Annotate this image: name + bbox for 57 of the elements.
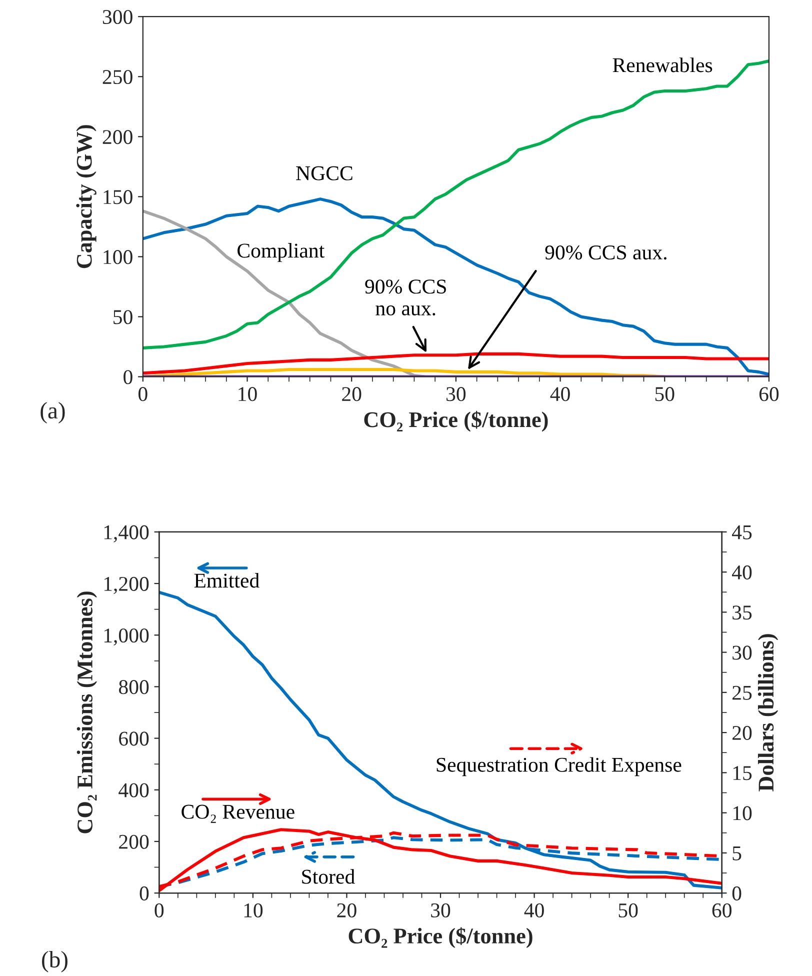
y2-axis-title: Dollars (billions) <box>758 634 778 792</box>
x-axis-title: CO₂ Price ($/tonne) <box>348 927 532 948</box>
y2-tick-label: 0 <box>732 886 742 900</box>
y-tick-label: 0 <box>124 370 132 384</box>
y-tick-label: 200 <box>119 834 149 849</box>
x-tick-label: 40 <box>524 903 544 918</box>
y-tick-label: 600 <box>119 732 149 746</box>
x-tick-label: 20 <box>342 387 362 402</box>
legend-label: Sequestration Credit Expense <box>436 757 682 776</box>
y-tick-label: 100 <box>104 250 132 264</box>
y2-tick-label: 10 <box>733 806 752 820</box>
x-tick-label: 10 <box>244 903 263 918</box>
y-axis-title: CO₂ Emissions (Mtonnes) <box>76 592 97 834</box>
y2-tick-label: 15 <box>733 766 752 780</box>
text: 90% CCS aux. <box>545 245 666 260</box>
y2-tick-label: 45 <box>732 525 752 540</box>
y-tick-label: 300 <box>102 10 132 24</box>
legend-label: Stored <box>302 869 355 884</box>
y-tick-label: 250 <box>102 70 132 84</box>
x-tick-label: 10 <box>238 387 257 402</box>
y2-tick-label: 25 <box>732 686 752 700</box>
y2-tick-label: 35 <box>732 606 752 620</box>
x-tick-label: 20 <box>337 903 356 918</box>
line-series <box>142 352 769 375</box>
x-tick-label: 60 <box>712 903 732 918</box>
y-axis-title: Capacity (GW) <box>76 125 96 268</box>
x-tick-label: 30 <box>446 387 466 402</box>
y-tick-label: 1,000 <box>104 628 149 646</box>
y-tick-label: 0 <box>140 886 149 900</box>
y-tick-label: 150 <box>104 190 132 204</box>
series-label: Renewables <box>612 58 712 72</box>
x-tick-label: 40 <box>550 387 570 402</box>
y2-tick-label: 20 <box>732 726 752 740</box>
y2-tick-label: 30 <box>732 646 752 660</box>
y-tick-label: 1,400 <box>104 525 149 542</box>
series-label: 90% CCS no aux. <box>365 280 446 316</box>
y-tick-label: 400 <box>118 783 149 798</box>
series-label: NGCC <box>296 166 352 180</box>
x-tick-label: 60 <box>759 387 779 402</box>
legend-label: Emitted <box>194 573 260 588</box>
y2-tick-label: 40 <box>732 565 752 580</box>
y-tick-label: 800 <box>118 680 149 694</box>
text: (b) <box>42 950 68 972</box>
x-axis-title: CO₂ Price ($/tonne) <box>364 410 548 432</box>
y-tick-label: 50 <box>114 310 132 324</box>
y-tick-label: 200 <box>102 130 132 144</box>
x-tick-label: 30 <box>431 903 450 918</box>
y2-tick-label: 5 <box>732 846 742 860</box>
legend-label: CO₂ Revenue <box>182 804 294 823</box>
series-label: Compliant <box>238 243 325 262</box>
x-tick-label: 50 <box>618 903 638 918</box>
x-tick-label: 0 <box>154 903 164 918</box>
text: (a) <box>40 402 65 424</box>
x-tick-label: 50 <box>655 387 674 402</box>
y-tick-label: 1,200 <box>104 576 149 594</box>
line-series <box>142 59 769 350</box>
line-series <box>159 590 722 890</box>
